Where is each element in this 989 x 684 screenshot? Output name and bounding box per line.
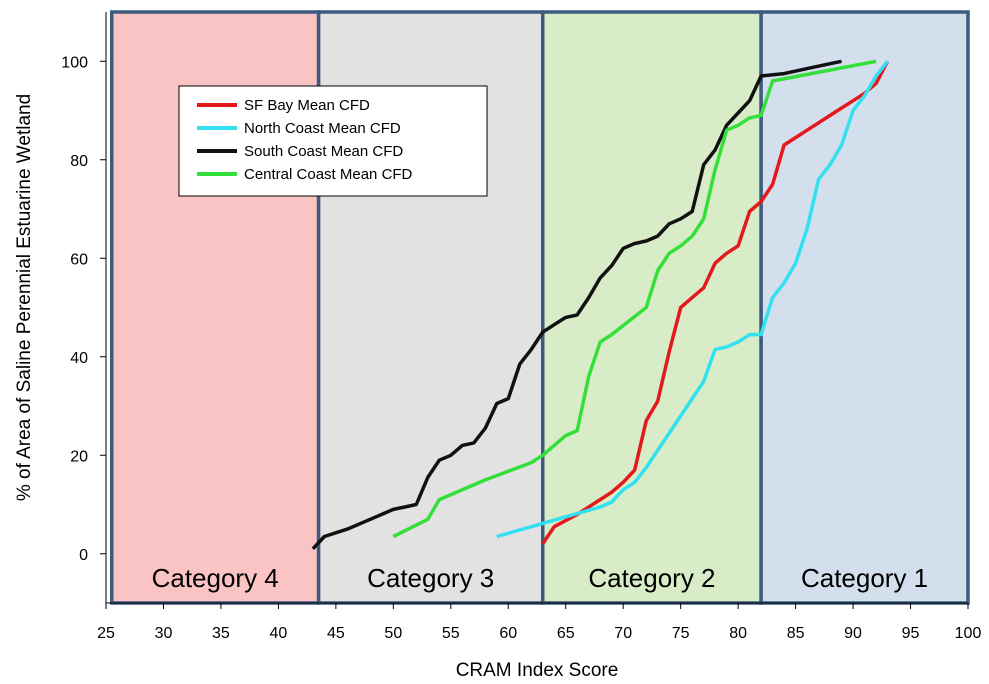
- x-tick-labels: 25 30 35 40 45 50 55 60 65 70 75 80 85 90 95 100: [97, 625, 981, 642]
- category-band-label: Category 1: [801, 563, 928, 593]
- category-band-label: Category 3: [367, 563, 494, 593]
- y-tick-label: 0: [79, 547, 88, 564]
- y-tick-label: 20: [70, 448, 88, 465]
- axes: [100, 12, 969, 609]
- category-band-label: Category 2: [588, 563, 715, 593]
- legend: SF Bay Mean CFD North Coast Mean CFD South…: [178, 85, 488, 197]
- x-tick-label: 35: [212, 625, 230, 642]
- series-line-2: [496, 60, 889, 539]
- series-line-1: [541, 60, 890, 545]
- legend-entry: SF Bay Mean CFD: [244, 97, 370, 114]
- legend-entry: North Coast Mean CFD: [244, 120, 401, 137]
- y-tick-labels: 0 20 40 60 80 100: [61, 54, 88, 564]
- legend-entry: South Coast Mean CFD: [244, 143, 403, 160]
- x-tick-label: 60: [499, 625, 517, 642]
- series-lines: [311, 59, 890, 550]
- x-axis-title: CRAM Index Score: [456, 660, 619, 681]
- x-tick-label: 55: [442, 625, 460, 642]
- x-tick-label: 70: [614, 625, 632, 642]
- x-tick-label: 90: [844, 625, 862, 642]
- x-tick-label: 80: [729, 625, 747, 642]
- y-axis-title: % of Area of Saline Perennial Estuarine …: [14, 94, 35, 501]
- x-tick-label: 45: [327, 625, 345, 642]
- x-tick-label: 85: [787, 625, 805, 642]
- x-tick-label: 40: [270, 625, 288, 642]
- y-tick-label: 100: [61, 54, 88, 71]
- x-tick-label: 30: [155, 625, 173, 642]
- y-tick-label: 60: [70, 251, 88, 268]
- x-tick-label: 50: [384, 625, 402, 642]
- x-tick-label: 75: [672, 625, 690, 642]
- x-tick-label: 25: [97, 625, 115, 642]
- category-band: [759, 10, 970, 605]
- category-band-labels: Category 4 Category 3 Category 2 Category 1: [152, 563, 929, 593]
- series-line-4: [392, 59, 877, 539]
- x-tick-label: 95: [902, 625, 920, 642]
- x-tick-label: 65: [557, 625, 575, 642]
- legend-entry: Central Coast Mean CFD: [244, 166, 413, 183]
- series-line-3: [311, 59, 842, 550]
- x-tick-label: 100: [955, 625, 982, 642]
- y-tick-label: 40: [70, 350, 88, 367]
- category-band-label: Category 4: [152, 563, 279, 593]
- category-band: [540, 10, 763, 605]
- y-tick-label: 80: [70, 153, 88, 170]
